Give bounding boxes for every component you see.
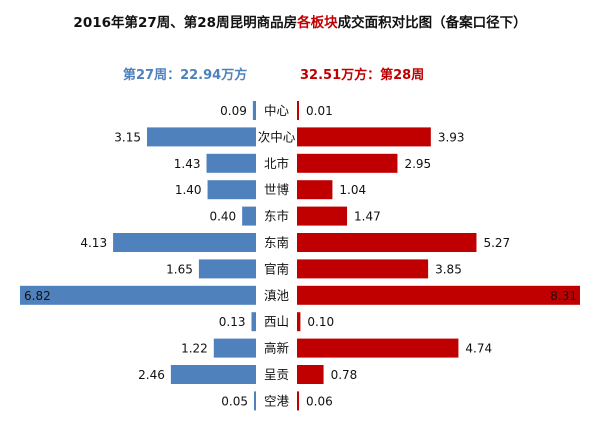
value-label-week27-7: 6.82 xyxy=(24,289,51,303)
category-label-5: 东南 xyxy=(264,235,289,250)
category-label-0: 中心 xyxy=(264,103,290,118)
title-part-3: 成交面积对比图（备案口径下） xyxy=(337,15,527,31)
value-label-week28-7: 8.31 xyxy=(550,289,577,303)
bar-week27-10 xyxy=(170,365,256,384)
category-label-4: 东市 xyxy=(264,209,289,224)
category-label-8: 西山 xyxy=(264,314,289,329)
bar-week28-4 xyxy=(297,206,348,226)
bar-week27-8 xyxy=(251,312,256,332)
bar-week28-2 xyxy=(297,153,398,173)
value-label-week27-8: 0.13 xyxy=(219,315,246,329)
legend-week27: 第27周：22.94万方 xyxy=(123,68,248,83)
value-label-week28-0: 0.01 xyxy=(306,104,333,118)
bar-week28-9 xyxy=(297,338,459,358)
category-label-10: 呈贡 xyxy=(264,367,289,382)
bar-week28-3 xyxy=(297,180,333,200)
bar-week27-7 xyxy=(20,285,256,305)
legend-week28: 32.51万方：第28周 xyxy=(300,68,425,83)
value-label-week28-10: 0.78 xyxy=(331,368,358,382)
value-label-week27-9: 1.22 xyxy=(181,342,208,356)
category-label-6: 官南 xyxy=(264,261,289,276)
value-label-week28-9: 4.74 xyxy=(465,342,492,356)
value-label-week28-5: 5.27 xyxy=(483,236,510,250)
title-part-2: 各板块 xyxy=(297,15,338,31)
value-label-week27-2: 1.43 xyxy=(174,157,201,171)
bar-week27-3 xyxy=(207,180,256,200)
bar-week28-10 xyxy=(297,365,324,384)
bar-week28-5 xyxy=(297,233,477,252)
category-label-1: 次中心 xyxy=(258,129,296,144)
category-label-2: 北市 xyxy=(264,156,289,171)
bar-week27-9 xyxy=(213,338,256,358)
category-label-11: 空港 xyxy=(264,393,290,408)
bar-week27-5 xyxy=(113,233,256,252)
chart-title: 2016年第27周、第28周昆明商品房各板块成交面积对比图（备案口径下） xyxy=(0,11,600,31)
value-label-week28-8: 0.10 xyxy=(307,315,334,329)
value-label-week28-4: 1.47 xyxy=(354,210,381,224)
bar-week27-0 xyxy=(252,101,256,120)
value-label-week28-1: 3.93 xyxy=(438,130,465,144)
bar-week27-6 xyxy=(198,259,256,279)
bar-week27-1 xyxy=(146,127,256,147)
category-label-9: 高新 xyxy=(264,341,289,356)
bar-week28-0 xyxy=(297,101,299,120)
bar-week28-11 xyxy=(297,391,300,411)
bar-week28-8 xyxy=(297,312,301,332)
bar-week28-7 xyxy=(297,285,580,305)
value-label-week27-10: 2.46 xyxy=(138,368,165,382)
value-label-week27-4: 0.40 xyxy=(209,210,236,224)
value-label-week27-3: 1.40 xyxy=(175,183,202,197)
bar-week27-4 xyxy=(242,206,256,226)
bar-week28-6 xyxy=(297,259,429,279)
value-label-week27-11: 0.05 xyxy=(221,394,248,408)
value-label-week27-1: 3.15 xyxy=(114,130,141,144)
value-label-week27-5: 4.13 xyxy=(80,236,107,250)
value-label-week27-6: 1.65 xyxy=(166,262,193,276)
category-label-7: 滇池 xyxy=(264,288,290,303)
value-label-week28-11: 0.06 xyxy=(306,394,333,408)
category-label-3: 世博 xyxy=(264,182,290,197)
value-label-week27-0: 0.09 xyxy=(220,104,247,118)
value-label-week28-6: 3.85 xyxy=(435,262,462,276)
bar-week28-1 xyxy=(297,127,431,147)
value-label-week28-3: 1.04 xyxy=(339,183,366,197)
bar-week27-2 xyxy=(206,153,256,173)
title-part-1: 2016年第27周、第28周昆明商品房 xyxy=(73,15,298,31)
value-label-week28-2: 2.95 xyxy=(404,157,431,171)
bar-week27-11 xyxy=(254,391,256,411)
